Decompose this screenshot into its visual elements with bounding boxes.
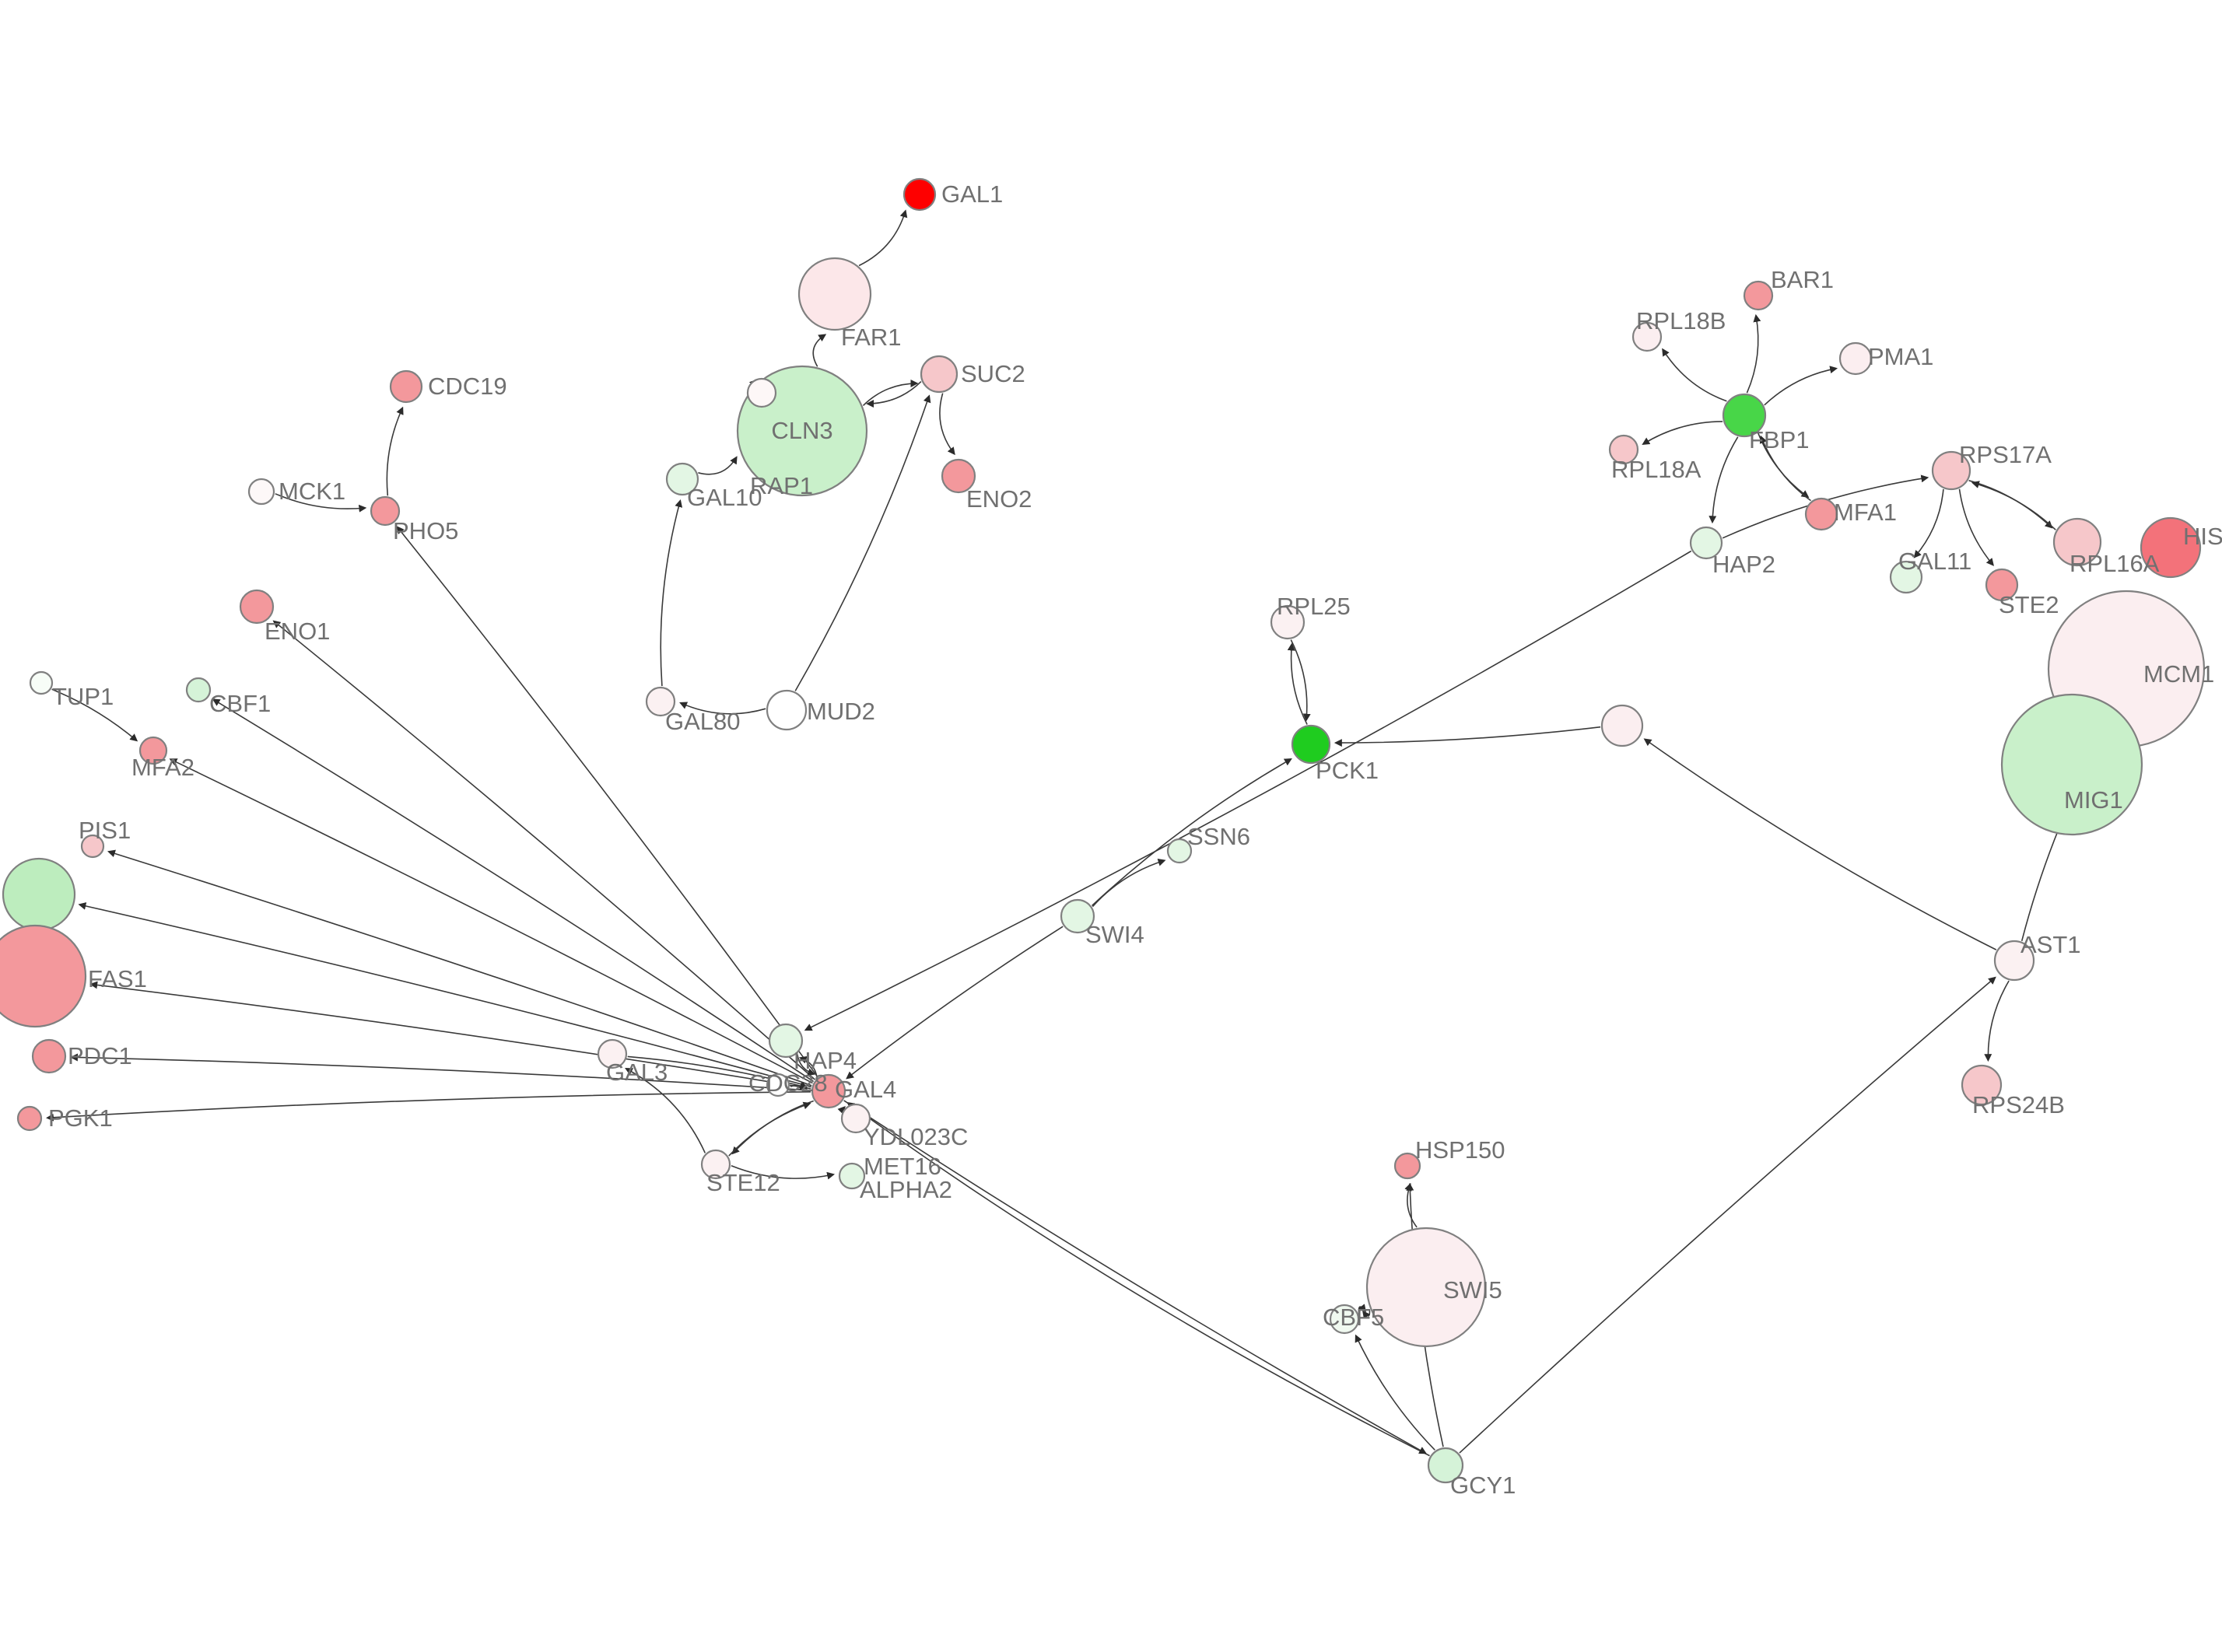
svg-text:FBP1: FBP1	[1749, 426, 1810, 453]
svg-text:PCK1: PCK1	[1316, 757, 1379, 784]
svg-text:ENO1: ENO1	[265, 618, 330, 645]
svg-text:MCM1: MCM1	[2143, 660, 2214, 688]
svg-text:STE12: STE12	[706, 1169, 780, 1196]
svg-text:SSN6: SSN6	[1187, 823, 1250, 850]
svg-text:CBF5: CBF5	[1323, 1304, 1384, 1331]
svg-text:HSP150: HSP150	[1415, 1136, 1505, 1164]
svg-text:SUC2: SUC2	[961, 360, 1025, 387]
svg-text:RPL18B: RPL18B	[1636, 307, 1726, 334]
svg-text:FAS1: FAS1	[88, 965, 147, 992]
svg-text:GAL4: GAL4	[835, 1076, 896, 1103]
svg-text:PDC1: PDC1	[68, 1042, 132, 1069]
svg-text:CLN3: CLN3	[771, 417, 832, 444]
svg-text:HAP4: HAP4	[794, 1047, 857, 1074]
svg-text:GAL11: GAL11	[1898, 548, 1971, 575]
svg-text:PHO5: PHO5	[393, 517, 458, 544]
svg-text:RPS17A: RPS17A	[1959, 441, 2052, 468]
svg-text:HAP2: HAP2	[1712, 551, 1775, 578]
svg-text:MIG1: MIG1	[2064, 786, 2123, 814]
svg-text:AST1: AST1	[2020, 931, 2081, 958]
svg-text:SWI5: SWI5	[1443, 1276, 1502, 1304]
svg-text:MET16: MET16	[864, 1153, 941, 1180]
svg-text:STE2: STE2	[1999, 591, 2059, 618]
svg-text:MFA2: MFA2	[131, 754, 195, 781]
svg-text:MFA1: MFA1	[1834, 499, 1897, 526]
svg-text:HIS4: HIS4	[2183, 523, 2222, 550]
svg-text:YDL023C: YDL023C	[864, 1123, 968, 1150]
svg-text:GAL3: GAL3	[606, 1059, 668, 1086]
svg-text:FAR1: FAR1	[841, 324, 902, 351]
svg-text:ENO2: ENO2	[966, 485, 1032, 513]
svg-text:ALPHA2: ALPHA2	[860, 1176, 952, 1203]
svg-text:GCY1: GCY1	[1450, 1472, 1516, 1499]
svg-text:MCK1: MCK1	[279, 478, 345, 505]
svg-text:TUP1: TUP1	[52, 683, 114, 710]
svg-text:SWI4: SWI4	[1085, 921, 1144, 948]
svg-text:RPL25: RPL25	[1277, 593, 1351, 620]
svg-text:CDC19: CDC19	[428, 373, 507, 400]
svg-text:PIS1: PIS1	[79, 817, 131, 844]
svg-text:PGK1: PGK1	[48, 1104, 113, 1132]
svg-text:GAL10: GAL10	[687, 484, 762, 511]
svg-text:RPL18A: RPL18A	[1611, 456, 1702, 483]
svg-text:CBF1: CBF1	[209, 690, 271, 717]
svg-text:BAR1: BAR1	[1771, 266, 1834, 293]
svg-text:RPL16A: RPL16A	[2070, 550, 2160, 577]
svg-text:RPS24B: RPS24B	[1972, 1091, 2065, 1118]
svg-text:MUD2: MUD2	[807, 698, 875, 725]
svg-text:GAL80: GAL80	[665, 708, 741, 735]
svg-text:PMA1: PMA1	[1868, 343, 1933, 370]
svg-text:GAL1: GAL1	[941, 180, 1003, 208]
